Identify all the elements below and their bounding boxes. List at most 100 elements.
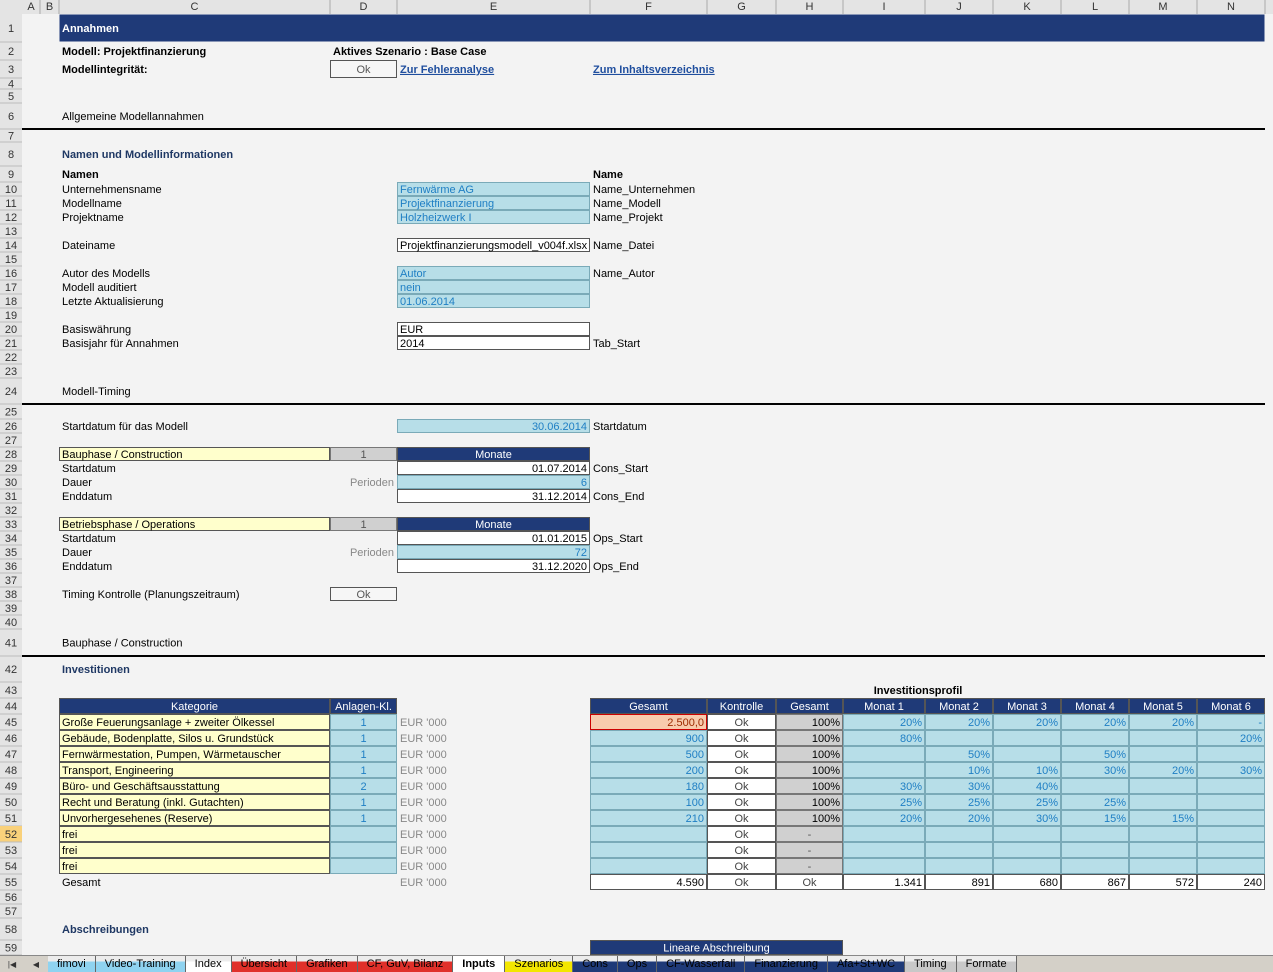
column-header: D bbox=[360, 1, 368, 13]
cell bbox=[59, 826, 330, 842]
sheet-tab[interactable]: Afa+St+WC bbox=[827, 956, 906, 972]
cell-text: Projektfinanzierungsmodell_v004f.xlsx bbox=[400, 240, 588, 252]
sheet-tab[interactable]: Cons bbox=[573, 956, 618, 972]
row-number: 48 bbox=[5, 765, 17, 777]
cell-text: 867 bbox=[1108, 877, 1126, 889]
cell-text: 30% bbox=[900, 781, 922, 793]
cell bbox=[925, 826, 993, 842]
sheet-tab[interactable]: CF, GuV, Bilanz bbox=[357, 956, 454, 972]
cell bbox=[1129, 714, 1197, 730]
cell bbox=[707, 698, 776, 714]
cell-text: Anlagen-Kl. bbox=[335, 701, 392, 713]
cell-text: Ok bbox=[734, 717, 749, 729]
cell-text: EUR '000 bbox=[400, 797, 447, 809]
cell bbox=[330, 730, 397, 746]
cell-text: Investitionen bbox=[62, 664, 130, 676]
row-number: 35 bbox=[5, 547, 17, 559]
hyperlink[interactable]: Zur Fehleranalyse bbox=[400, 64, 494, 76]
cell-text: Gesamt bbox=[629, 701, 668, 713]
tab-scroll-first[interactable]: |◀ bbox=[7, 959, 17, 969]
sheet-tab[interactable]: Finanzierung bbox=[745, 956, 828, 972]
cell-text: Transport, Engineering bbox=[62, 765, 174, 777]
sheet-tab[interactable]: Timing bbox=[905, 956, 957, 972]
tab-scroll-prev[interactable]: ◀ bbox=[32, 959, 40, 969]
cell-text: EUR '000 bbox=[400, 845, 447, 857]
cell bbox=[330, 714, 397, 730]
sheet-tab[interactable]: fimovi bbox=[48, 956, 96, 972]
cell bbox=[776, 698, 843, 714]
cell bbox=[1197, 874, 1265, 890]
cell bbox=[707, 874, 776, 890]
cell-text: 100% bbox=[812, 749, 840, 761]
cell bbox=[590, 746, 707, 762]
cell-text: EUR '000 bbox=[400, 877, 447, 889]
cell bbox=[590, 940, 843, 955]
cell bbox=[1061, 810, 1129, 826]
cell-text: Bauphase / Construction bbox=[62, 637, 182, 649]
row-number: 2 bbox=[8, 46, 14, 58]
cell-text: 31.12.2014 bbox=[532, 491, 587, 503]
cell-text: Name_Unternehmen bbox=[593, 184, 695, 196]
row-number: 13 bbox=[5, 226, 17, 238]
cell-text: Ok bbox=[356, 589, 371, 601]
sheet-tab[interactable]: Index bbox=[185, 956, 232, 972]
cell-text: 20% bbox=[900, 717, 922, 729]
cell-text: Ok bbox=[734, 877, 749, 889]
sheet-tab[interactable]: Übersicht bbox=[231, 956, 298, 972]
sheet-tab[interactable]: Ops bbox=[617, 956, 658, 972]
cell bbox=[993, 810, 1061, 826]
row-number: 41 bbox=[5, 637, 17, 649]
sheet-tab[interactable]: Szenarios bbox=[505, 956, 574, 972]
cell bbox=[776, 714, 843, 730]
cell-text: 30% bbox=[1240, 765, 1262, 777]
cell bbox=[1129, 762, 1197, 778]
cell bbox=[397, 447, 590, 461]
cell bbox=[1197, 858, 1265, 874]
cell bbox=[330, 794, 397, 810]
cell bbox=[776, 842, 843, 858]
column-header-bar bbox=[0, 0, 1273, 14]
hyperlink[interactable]: Zum Inhaltsverzeichnis bbox=[593, 64, 715, 76]
cell-text: Name bbox=[593, 169, 623, 181]
cell bbox=[707, 858, 776, 874]
cell-text: Betriebsphase / Operations bbox=[62, 519, 196, 531]
cell-text: 100% bbox=[812, 797, 840, 809]
sheet-tab[interactable]: Formate bbox=[956, 956, 1017, 972]
cell-text: 1 bbox=[360, 717, 366, 729]
row-number: 15 bbox=[5, 254, 17, 266]
cell bbox=[707, 746, 776, 762]
cell-text: Gebäude, Bodenplatte, Silos u. Grundstüc… bbox=[62, 733, 274, 745]
cell-text: Unternehmensname bbox=[62, 184, 162, 196]
sheet-tab[interactable]: CF-Wasserfall bbox=[657, 956, 746, 972]
cell-text: 20% bbox=[1172, 717, 1194, 729]
cell-text: Monat 1 bbox=[864, 701, 904, 713]
column-header: L bbox=[1092, 1, 1098, 13]
cell-text: 20% bbox=[1104, 717, 1126, 729]
cell-text: Monate bbox=[475, 519, 512, 531]
cell-text: 10% bbox=[1036, 765, 1058, 777]
cell bbox=[590, 842, 707, 858]
cell-text: Cons_End bbox=[593, 491, 644, 503]
cell bbox=[1129, 874, 1197, 890]
row-number: 37 bbox=[5, 575, 17, 587]
cell bbox=[1197, 698, 1265, 714]
sheet-tab-bar: |◀ ◀ fimovi Video-Training Index Übersicht G… bbox=[0, 955, 1273, 972]
cell-text: 1 bbox=[360, 449, 366, 461]
cell bbox=[843, 698, 925, 714]
cell-text: Kontrolle bbox=[720, 701, 763, 713]
sheet-tab[interactable]: Grafiken bbox=[297, 956, 358, 972]
cell bbox=[330, 517, 397, 531]
cell-text: 15% bbox=[1104, 813, 1126, 825]
cell-text: Monat 3 bbox=[1007, 701, 1047, 713]
sheet-tab[interactable]: Inputs bbox=[453, 956, 506, 972]
cell-text: EUR '000 bbox=[400, 733, 447, 745]
cell-text: Monate bbox=[475, 449, 512, 461]
sheet-tab[interactable]: Video-Training bbox=[95, 956, 186, 972]
cell bbox=[397, 266, 590, 280]
column-header: K bbox=[1023, 1, 1031, 13]
cell-text: 80% bbox=[900, 733, 922, 745]
row-number: 36 bbox=[5, 561, 17, 573]
cell-text: Autor bbox=[400, 268, 427, 280]
